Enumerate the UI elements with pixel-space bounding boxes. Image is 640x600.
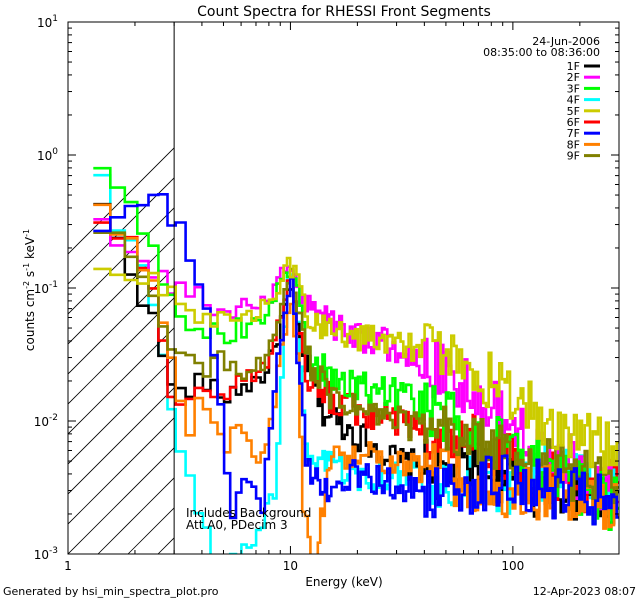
legend-label-3F: 3F [567, 82, 580, 95]
chart-title: Count Spectra for RHESSI Front Segments [197, 4, 491, 20]
annotation-background: Includes Background [186, 506, 311, 520]
time-range-label: 08:35:00 to 08:36:00 [483, 46, 600, 59]
legend-label-1F: 1F [567, 60, 580, 73]
hatch-line [68, 237, 175, 345]
x-axis-label: Energy (keV) [305, 575, 382, 589]
series-line-2F [93, 218, 619, 518]
x-tick-label: 100 [501, 559, 524, 573]
x-tick-label: 1 [64, 559, 72, 573]
x-tick-label: 10 [283, 559, 298, 573]
annotation-attenuator: Att A0, PDecim 3 [186, 518, 288, 532]
legend-label-8F: 8F [567, 138, 580, 151]
hatch-line [68, 447, 175, 554]
legend-label-5F: 5F [567, 105, 580, 118]
series-line-5F [93, 256, 619, 474]
footer-timestamp: 12-Apr-2023 08:07 [533, 585, 636, 598]
svg-text:counts cm-2 s-1 keV-1: counts cm-2 s-1 keV-1 [22, 229, 37, 351]
series-line-6F [93, 221, 619, 516]
hatch-line [68, 417, 175, 525]
footer-generator: Generated by hsi_min_spectra_plot.pro [3, 585, 219, 598]
legend-label-9F: 9F [567, 150, 580, 163]
series-lines [93, 166, 619, 554]
hatch-line [68, 207, 175, 315]
legend-label-7F: 7F [567, 127, 580, 140]
hatch-line [68, 387, 175, 495]
legend-label-2F: 2F [567, 71, 580, 84]
legend-label-6F: 6F [567, 116, 580, 129]
y-axis-label: counts cm-2 s-1 keV-1 [22, 229, 37, 351]
date-label: 24-Jun-2006 [532, 35, 600, 48]
legend-label-4F: 4F [567, 94, 580, 107]
series-line-7F [93, 193, 619, 526]
